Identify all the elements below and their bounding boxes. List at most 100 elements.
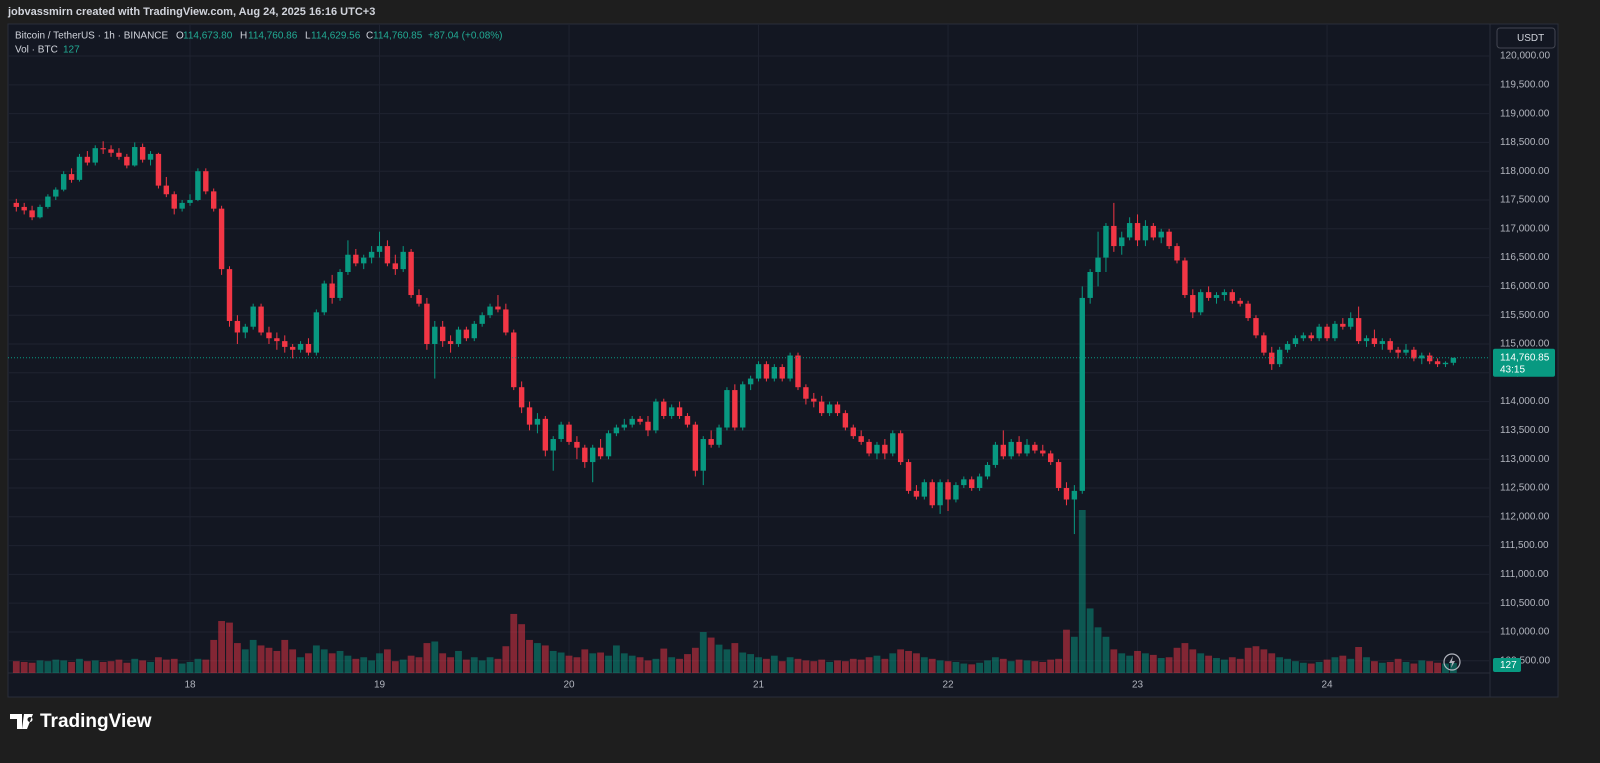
candle-body <box>913 490 920 497</box>
volume-label-box <box>1493 658 1521 672</box>
volume-bar <box>1402 661 1410 673</box>
candle-body <box>1134 223 1141 241</box>
volume-bar <box>968 664 976 673</box>
candle-body <box>716 427 722 445</box>
volume-bar <box>518 624 526 673</box>
volume-bar <box>510 613 518 673</box>
volume-bar <box>1078 510 1086 673</box>
candle-body <box>613 427 620 434</box>
candle-body <box>1221 292 1228 296</box>
candle-body <box>92 148 98 163</box>
last-price-box <box>1493 348 1555 377</box>
candle-body <box>195 171 201 201</box>
volume-bar <box>336 650 344 673</box>
candle-body <box>653 401 659 431</box>
volume-bar <box>976 662 984 673</box>
volume-bar <box>273 650 281 673</box>
currency-box[interactable] <box>1496 27 1556 49</box>
icon-bolt[interactable] <box>1449 656 1455 668</box>
axes: 109,500.00 110,000.00 110,500.00 111,000.00… <box>8 51 1555 691</box>
candle-body <box>1379 341 1386 344</box>
candle-body <box>1000 444 1006 457</box>
candle-body <box>1024 444 1030 454</box>
volume-bar <box>1007 661 1015 673</box>
candle-body <box>740 384 746 428</box>
legend-key: H <box>240 31 247 42</box>
volume-bar <box>660 648 668 673</box>
x-tick-label: 18 <box>184 680 196 691</box>
volume-bar <box>1197 653 1205 673</box>
volume-bar <box>723 649 731 673</box>
volume-bar <box>249 639 257 673</box>
volume-bar <box>455 650 462 673</box>
candle-body <box>732 390 738 428</box>
volume-bar <box>597 652 605 673</box>
candle-body <box>53 189 59 197</box>
candle-body <box>676 407 683 416</box>
candle-body <box>1292 338 1299 344</box>
volume-bar <box>786 657 794 673</box>
candle-body <box>68 174 75 180</box>
candle-body <box>234 320 241 333</box>
candle-body <box>684 415 691 425</box>
volume-bar <box>810 661 818 673</box>
candle-body <box>1316 326 1322 339</box>
candle-body <box>353 254 359 264</box>
candle-body <box>574 441 580 448</box>
candle-body <box>984 464 991 477</box>
volume-bar <box>691 647 699 673</box>
volume-bar <box>241 649 249 673</box>
volume-bar <box>770 655 778 673</box>
candle-body <box>1363 338 1370 342</box>
candle-body <box>1119 237 1125 247</box>
candle-body <box>597 447 604 457</box>
icon-circle[interactable] <box>1443 653 1461 671</box>
volume-bar <box>676 658 683 673</box>
candle-body <box>76 156 83 180</box>
volume-bar <box>841 661 849 673</box>
volume-bar <box>1276 657 1284 673</box>
y-tick-label: 111,000.00 <box>1500 569 1549 580</box>
candle-body <box>1182 260 1188 296</box>
candle-body <box>116 152 122 157</box>
volume-bar <box>913 653 920 673</box>
volume-bar <box>984 660 991 673</box>
currency-label[interactable]: USDT <box>1517 33 1544 44</box>
volume-bar <box>763 658 770 673</box>
volume-bar <box>652 658 660 673</box>
candle-body <box>590 447 596 463</box>
candle-body <box>1063 487 1070 500</box>
legend-change: +87.04 (+0.08%) <box>428 31 503 42</box>
candle-body <box>629 418 635 425</box>
volume-bar <box>28 662 36 673</box>
candle-body <box>297 343 304 350</box>
volume-bar <box>1371 661 1378 673</box>
volume-bar <box>992 657 999 673</box>
candle-body <box>345 254 351 273</box>
volume-bar <box>115 659 123 673</box>
header-text: jobvassmirn created with TradingView.com… <box>7 6 375 18</box>
volume-bar <box>99 661 107 673</box>
candle-body <box>858 436 864 442</box>
volume-bar <box>36 660 44 673</box>
candle-body <box>692 424 699 471</box>
candle-body <box>834 404 841 414</box>
currency-button[interactable]: USDT <box>1496 27 1556 49</box>
volume-bar <box>897 649 905 673</box>
volume-bar <box>486 657 494 673</box>
candle-body <box>211 191 217 209</box>
candle-body <box>1411 349 1417 359</box>
volume-bar <box>1213 658 1220 673</box>
volume-bar <box>360 657 368 673</box>
legend-value: 114,760.85 <box>373 31 423 42</box>
candle-body <box>850 427 856 437</box>
volume-bar <box>1205 655 1212 673</box>
volume-bar <box>281 639 289 673</box>
replay-icon[interactable] <box>1443 653 1461 671</box>
candle-body <box>890 433 896 454</box>
last-price-label: 114,760.85 <box>1500 352 1550 363</box>
candle-body <box>779 367 785 379</box>
volume-bar <box>526 639 533 673</box>
candle-body <box>187 200 193 203</box>
candle-body <box>1300 335 1307 339</box>
